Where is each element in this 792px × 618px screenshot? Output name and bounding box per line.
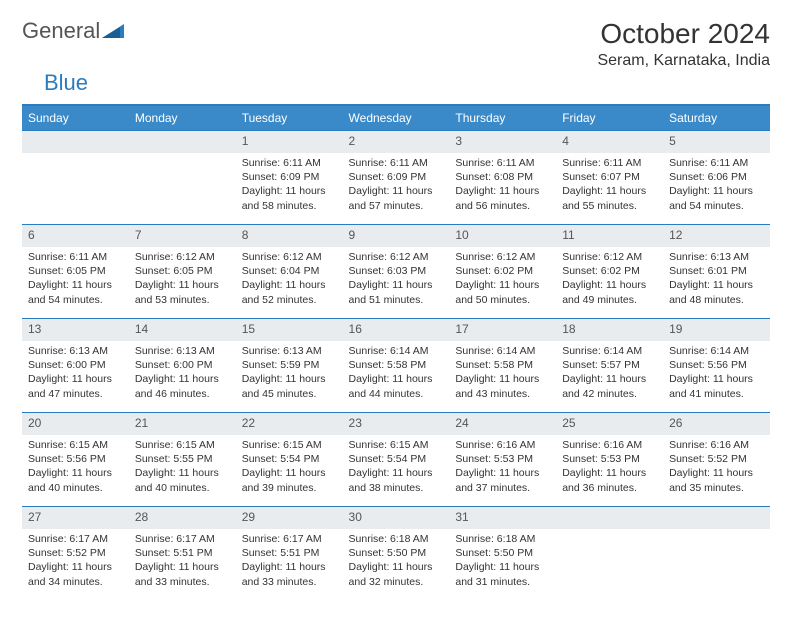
day-number: 8 xyxy=(236,225,343,248)
day-number: 19 xyxy=(663,319,770,342)
day-cell: Sunrise: 6:14 AMSunset: 5:58 PMDaylight:… xyxy=(449,341,556,413)
week-number-row: 6789101112 xyxy=(22,225,770,248)
day-number-empty xyxy=(663,507,770,530)
weekday-header: Sunday xyxy=(22,105,129,131)
calendar-body: 12345Sunrise: 6:11 AMSunset: 6:09 PMDayl… xyxy=(22,131,770,601)
day-cell: Sunrise: 6:17 AMSunset: 5:51 PMDaylight:… xyxy=(129,529,236,600)
day-cell: Sunrise: 6:14 AMSunset: 5:58 PMDaylight:… xyxy=(343,341,450,413)
logo-text-2: Blue xyxy=(44,70,88,96)
day-cell: Sunrise: 6:15 AMSunset: 5:54 PMDaylight:… xyxy=(236,435,343,507)
logo-text-2-wrap: GeneralBlue xyxy=(22,50,770,76)
day-number: 30 xyxy=(343,507,450,530)
day-cell: Sunrise: 6:16 AMSunset: 5:52 PMDaylight:… xyxy=(663,435,770,507)
week-content-row: Sunrise: 6:13 AMSunset: 6:00 PMDaylight:… xyxy=(22,341,770,413)
day-number: 22 xyxy=(236,413,343,436)
day-cell: Sunrise: 6:11 AMSunset: 6:05 PMDaylight:… xyxy=(22,247,129,319)
day-cell: Sunrise: 6:17 AMSunset: 5:52 PMDaylight:… xyxy=(22,529,129,600)
week-content-row: Sunrise: 6:15 AMSunset: 5:56 PMDaylight:… xyxy=(22,435,770,507)
weekday-header: Monday xyxy=(129,105,236,131)
weekday-header: Saturday xyxy=(663,105,770,131)
day-cell: Sunrise: 6:14 AMSunset: 5:56 PMDaylight:… xyxy=(663,341,770,413)
logo: General xyxy=(22,18,124,44)
day-cell: Sunrise: 6:15 AMSunset: 5:55 PMDaylight:… xyxy=(129,435,236,507)
day-number: 11 xyxy=(556,225,663,248)
day-number: 27 xyxy=(22,507,129,530)
day-cell: Sunrise: 6:18 AMSunset: 5:50 PMDaylight:… xyxy=(343,529,450,600)
day-number: 18 xyxy=(556,319,663,342)
week-number-row: 20212223242526 xyxy=(22,413,770,436)
day-cell: Sunrise: 6:12 AMSunset: 6:03 PMDaylight:… xyxy=(343,247,450,319)
day-number: 3 xyxy=(449,131,556,154)
weekday-header: Wednesday xyxy=(343,105,450,131)
day-cell: Sunrise: 6:12 AMSunset: 6:02 PMDaylight:… xyxy=(556,247,663,319)
day-cell: Sunrise: 6:11 AMSunset: 6:07 PMDaylight:… xyxy=(556,153,663,225)
week-number-row: 12345 xyxy=(22,131,770,154)
week-content-row: Sunrise: 6:11 AMSunset: 6:05 PMDaylight:… xyxy=(22,247,770,319)
weekday-header-row: SundayMondayTuesdayWednesdayThursdayFrid… xyxy=(22,105,770,131)
day-cell-empty xyxy=(22,153,129,225)
day-number: 10 xyxy=(449,225,556,248)
day-cell: Sunrise: 6:11 AMSunset: 6:09 PMDaylight:… xyxy=(343,153,450,225)
day-cell: Sunrise: 6:14 AMSunset: 5:57 PMDaylight:… xyxy=(556,341,663,413)
day-cell: Sunrise: 6:15 AMSunset: 5:54 PMDaylight:… xyxy=(343,435,450,507)
day-number: 23 xyxy=(343,413,450,436)
day-number: 12 xyxy=(663,225,770,248)
day-cell-empty xyxy=(556,529,663,600)
day-number: 6 xyxy=(22,225,129,248)
day-cell: Sunrise: 6:13 AMSunset: 6:00 PMDaylight:… xyxy=(22,341,129,413)
day-cell-empty xyxy=(129,153,236,225)
day-cell: Sunrise: 6:13 AMSunset: 5:59 PMDaylight:… xyxy=(236,341,343,413)
day-number: 1 xyxy=(236,131,343,154)
week-number-row: 13141516171819 xyxy=(22,319,770,342)
day-number-empty xyxy=(22,131,129,154)
day-number: 14 xyxy=(129,319,236,342)
logo-text-1: General xyxy=(22,18,100,44)
week-content-row: Sunrise: 6:17 AMSunset: 5:52 PMDaylight:… xyxy=(22,529,770,600)
weekday-header: Thursday xyxy=(449,105,556,131)
page-title: October 2024 xyxy=(597,18,770,50)
day-number: 9 xyxy=(343,225,450,248)
day-number: 17 xyxy=(449,319,556,342)
day-number: 20 xyxy=(22,413,129,436)
day-cell: Sunrise: 6:18 AMSunset: 5:50 PMDaylight:… xyxy=(449,529,556,600)
day-number: 4 xyxy=(556,131,663,154)
day-number: 16 xyxy=(343,319,450,342)
day-cell: Sunrise: 6:12 AMSunset: 6:02 PMDaylight:… xyxy=(449,247,556,319)
day-number-empty xyxy=(556,507,663,530)
day-cell-empty xyxy=(663,529,770,600)
day-number: 2 xyxy=(343,131,450,154)
weekday-header: Friday xyxy=(556,105,663,131)
day-cell: Sunrise: 6:11 AMSunset: 6:06 PMDaylight:… xyxy=(663,153,770,225)
day-number-empty xyxy=(129,131,236,154)
day-number: 24 xyxy=(449,413,556,436)
day-number: 15 xyxy=(236,319,343,342)
day-number: 13 xyxy=(22,319,129,342)
weekday-header: Tuesday xyxy=(236,105,343,131)
day-number: 29 xyxy=(236,507,343,530)
logo-triangle-icon xyxy=(102,22,124,40)
day-cell: Sunrise: 6:11 AMSunset: 6:09 PMDaylight:… xyxy=(236,153,343,225)
day-cell: Sunrise: 6:13 AMSunset: 6:00 PMDaylight:… xyxy=(129,341,236,413)
day-cell: Sunrise: 6:17 AMSunset: 5:51 PMDaylight:… xyxy=(236,529,343,600)
day-number: 7 xyxy=(129,225,236,248)
day-cell: Sunrise: 6:16 AMSunset: 5:53 PMDaylight:… xyxy=(556,435,663,507)
day-cell: Sunrise: 6:11 AMSunset: 6:08 PMDaylight:… xyxy=(449,153,556,225)
day-number: 21 xyxy=(129,413,236,436)
day-number: 5 xyxy=(663,131,770,154)
day-number: 28 xyxy=(129,507,236,530)
day-number: 26 xyxy=(663,413,770,436)
day-cell: Sunrise: 6:15 AMSunset: 5:56 PMDaylight:… xyxy=(22,435,129,507)
day-cell: Sunrise: 6:12 AMSunset: 6:04 PMDaylight:… xyxy=(236,247,343,319)
week-number-row: 2728293031 xyxy=(22,507,770,530)
week-content-row: Sunrise: 6:11 AMSunset: 6:09 PMDaylight:… xyxy=(22,153,770,225)
day-number: 31 xyxy=(449,507,556,530)
day-number: 25 xyxy=(556,413,663,436)
day-cell: Sunrise: 6:16 AMSunset: 5:53 PMDaylight:… xyxy=(449,435,556,507)
day-cell: Sunrise: 6:13 AMSunset: 6:01 PMDaylight:… xyxy=(663,247,770,319)
day-cell: Sunrise: 6:12 AMSunset: 6:05 PMDaylight:… xyxy=(129,247,236,319)
calendar-table: SundayMondayTuesdayWednesdayThursdayFrid… xyxy=(22,104,770,600)
